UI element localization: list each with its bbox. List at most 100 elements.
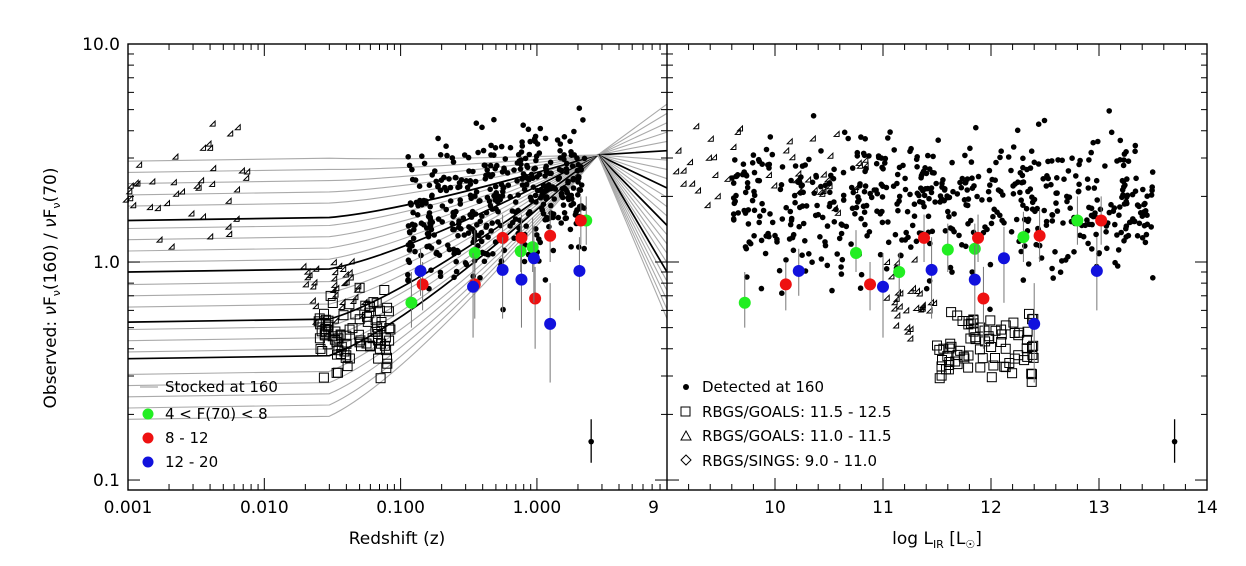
detected-point [926,278,933,284]
detected-point [418,220,425,226]
detected-point [479,124,485,131]
goals-low-point [909,284,917,292]
sings-point [788,153,796,161]
detected-point [1035,121,1042,127]
detected-point [568,244,574,250]
legend-red-label: 8 - 12 [165,429,209,447]
detected-point [1005,154,1012,160]
stacked-blue-point [968,273,981,286]
goals-high-point [963,362,974,373]
goals-high-point [341,330,352,341]
detected-point [472,193,478,199]
goals-low-point [906,325,914,332]
detected-point [495,199,501,205]
sings-point [206,144,214,151]
stacked-blue-point [1028,317,1041,330]
detected-point [903,229,909,236]
detected-point [759,161,765,167]
goals-high-point [362,316,373,327]
detected-point [472,178,479,185]
detected-point [1057,269,1064,276]
background-points [122,105,1156,387]
detected-point [951,228,957,235]
detected-point [1132,142,1139,149]
detected-point [873,160,880,167]
detected-point [765,230,771,237]
detected-point [848,184,855,191]
detected-point [423,225,430,231]
detected-point [1019,172,1026,179]
detected-point [962,152,968,159]
legend-dot-marker [683,384,689,390]
detected-point [849,165,856,171]
detected-point [484,194,491,201]
detected-point [921,192,928,199]
detected-point [986,196,993,203]
axes: 0.1 1.0 10.0 0.001 0.010 0.100 1.000 9 10 11 12 13 1… [82,35,1218,518]
detected-point [1131,218,1138,225]
detected-point [1060,220,1066,226]
detected-point [985,188,992,195]
detected-point [1089,246,1095,252]
detected-point [505,182,512,188]
detected-point [1118,229,1124,236]
goals-high-point [335,330,346,341]
detected-point [797,190,804,196]
detected-point [488,228,495,234]
detected-point [1023,205,1030,212]
stacked-blue-point [467,280,480,293]
stacked-red-point [544,229,557,242]
goals-high-point [1024,308,1034,319]
detected-point [410,235,417,242]
detected-point [512,199,519,205]
sings-point [170,178,177,186]
detected-point [1050,275,1056,281]
detected-point [428,267,434,274]
detected-point [751,233,757,239]
detected-point [787,208,794,215]
detected-point [1049,212,1055,218]
goals-low-point [338,298,346,306]
detected-point [918,185,924,191]
goals-high-point [314,313,325,324]
goals-low-point [895,302,903,310]
detected-point [852,211,858,217]
detected-point [522,155,529,162]
detected-point [1144,212,1150,218]
goals-high-point [316,326,327,337]
detected-point [879,194,886,200]
detected-point [405,271,411,278]
detected-point [1010,183,1016,189]
detected-point [831,219,838,225]
goals-high-point [936,370,947,381]
sings-point [856,162,863,169]
detected-point [882,155,889,162]
detected-point [481,258,488,265]
detected-point [426,182,433,188]
detected-point [492,183,499,190]
detected-point [1086,221,1092,228]
detected-point [524,164,531,171]
stacked-red-point [1095,214,1108,227]
y-axis-label: Observed: νFν(160) / νFν(70) [41,168,63,409]
detected-point [445,242,451,248]
goals-high-point [996,329,1007,340]
detected-point [926,195,932,202]
detected-point [570,185,577,191]
detected-point [1117,137,1124,144]
sings-point [736,124,744,132]
detected-point [1061,176,1067,182]
detected-point [951,211,957,217]
detected-point [813,174,820,180]
detected-point [730,211,737,217]
goals-low-point [309,282,317,290]
detected-point [789,234,796,241]
detected-point [548,202,554,209]
detected-point [1088,205,1095,212]
stacked-green-point [738,296,751,309]
detected-point [435,184,441,190]
detected-point [574,167,581,174]
goals-high-point [959,353,970,364]
stacked-green-point [1071,214,1084,227]
sings-point [197,176,205,184]
